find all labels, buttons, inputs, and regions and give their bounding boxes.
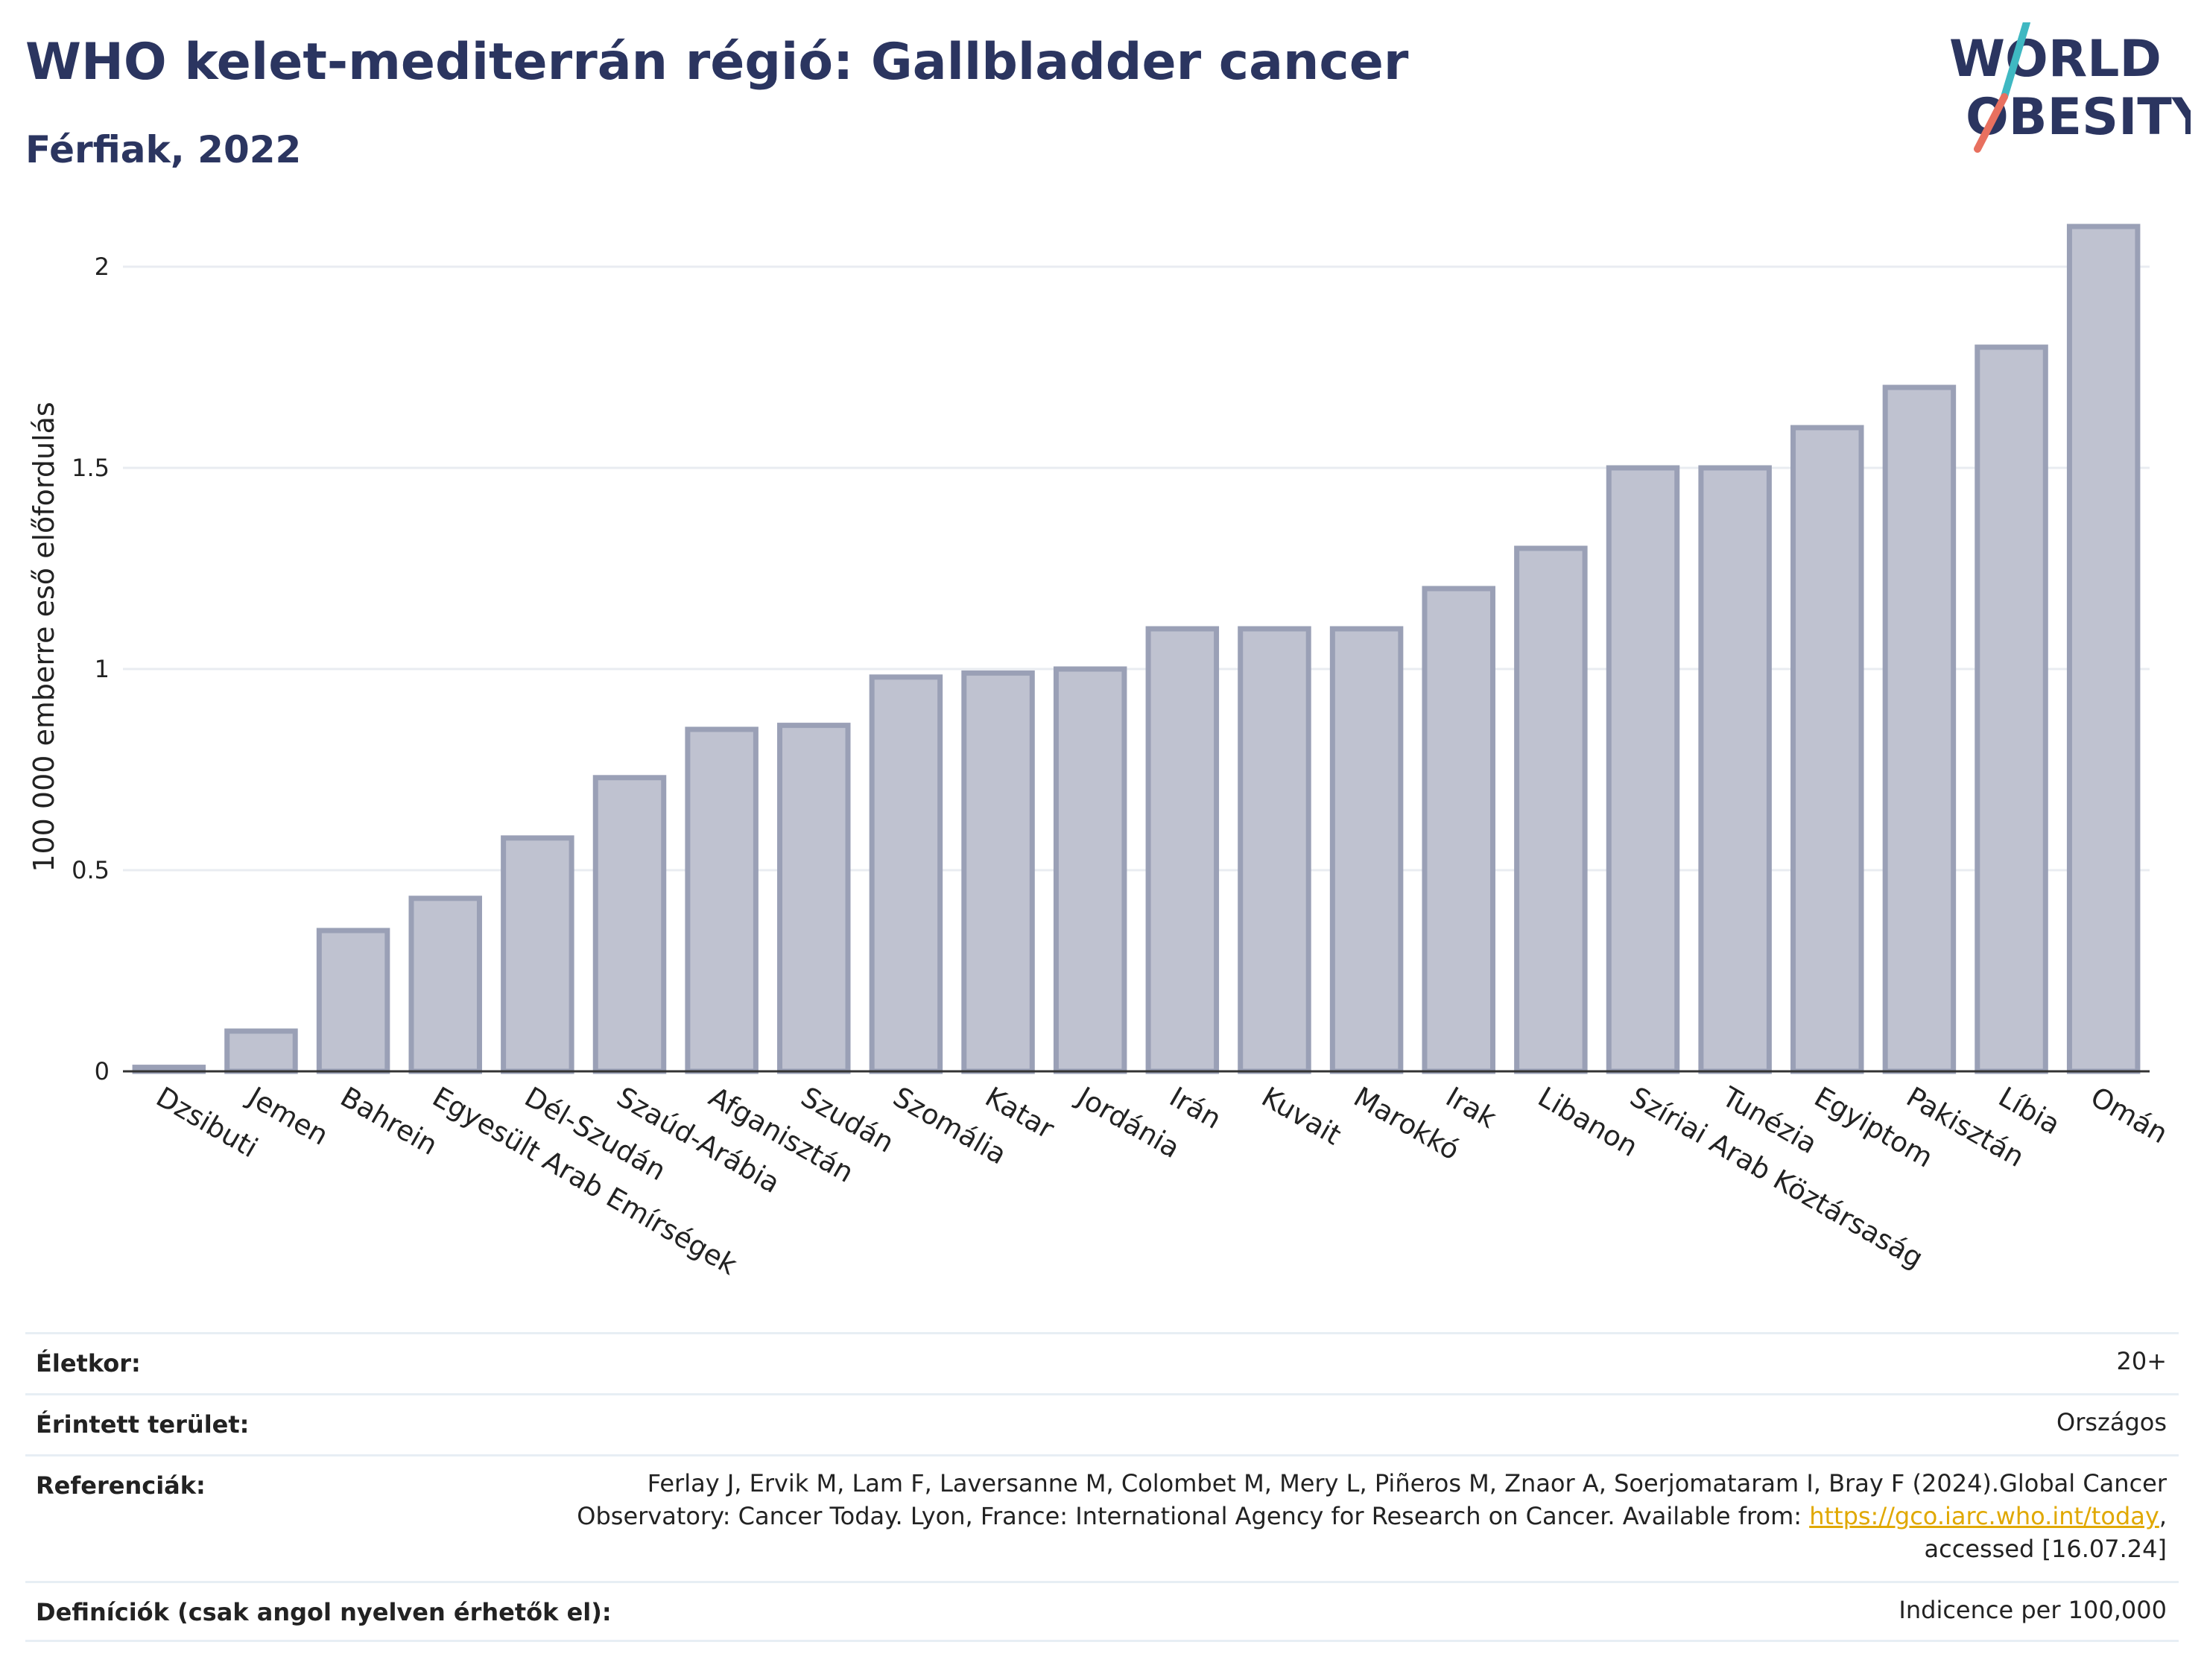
bar[interactable] [224,1028,298,1074]
x-tick-label: Jordánia [1071,1080,1185,1165]
bar[interactable] [1790,425,1864,1074]
bar[interactable] [1145,626,1220,1074]
y-tick-label: 1 [95,655,110,683]
bar[interactable] [1698,465,1772,1074]
logo-line1: WORLD [1949,30,2162,89]
x-tick-label: Bahrein [335,1081,443,1161]
bar[interactable] [1882,384,1957,1074]
y-tick-label: 1.5 [72,454,110,482]
info-row-age: Életkor: 20+ [25,1332,2179,1393]
x-tick-label: Irán [1164,1081,1226,1135]
logo-slash-top [2001,22,2030,101]
info-value-age: 20+ [2116,1347,2167,1375]
reference-text-1: Ferlay J, Ervik M, Lam F, Laversanne M, … [647,1469,2167,1497]
reference-text-3: accessed [16.07.24] [1924,1535,2167,1563]
bar[interactable] [685,726,759,1074]
bar[interactable] [1514,545,1588,1074]
reference-text-2: Observatory: Cancer Today. Lyon, France:… [577,1502,1810,1530]
reference-comma: , [2159,1502,2167,1530]
x-tick-label: Dzsibuti [151,1081,263,1164]
y-tick-label: 0.5 [72,856,110,884]
x-tick-label: Irak [1440,1081,1502,1135]
bar[interactable] [1329,626,1404,1074]
bar[interactable] [592,775,667,1074]
axes: 0 0.5 1 1.5 2 [72,253,2150,1085]
bar[interactable] [501,835,574,1074]
info-value-references: Ferlay J, Ervik M, Lam F, Laversanne M, … [577,1467,2167,1565]
info-key-references: Referenciák: [36,1471,206,1500]
logo-slash-bottom [1974,93,2008,153]
bar[interactable] [408,896,482,1074]
bar[interactable] [316,928,390,1074]
y-tick-label: 2 [95,253,110,281]
reference-link[interactable]: https://gco.iarc.who.int/today [1809,1502,2159,1530]
bar[interactable] [777,723,851,1074]
info-key-age: Életkor: [36,1349,141,1378]
world-obesity-logo: WORLD OBESITY [1949,22,2191,153]
info-key-area: Érintett terület: [36,1410,250,1439]
x-tick-label: Marokkó [1349,1081,1465,1167]
bar[interactable] [961,670,1035,1074]
bar[interactable] [1606,465,1680,1074]
info-value-area: Országos [2056,1408,2167,1436]
bars [132,224,2141,1074]
y-tick-label: 0 [95,1057,110,1085]
info-row-definitions: Definíciók (csak angol nyelven érhetők e… [25,1581,2179,1642]
chart-subtitle: Férfiak, 2022 [25,128,302,171]
y-axis-label: 100 000 emberre eső előfordulás [28,402,60,872]
info-value-definitions: Indicence per 100,000 [1899,1596,2167,1624]
bar[interactable] [1238,626,1311,1074]
bar[interactable] [1053,666,1127,1074]
info-row-references: Referenciák: Ferlay J, Ervik M, Lam F, L… [25,1454,2179,1581]
info-key-definitions: Definíciók (csak angol nyelven érhetők e… [36,1598,612,1626]
bar[interactable] [1975,344,2048,1074]
x-tick-label: Libanon [1533,1081,1643,1164]
bar[interactable] [869,674,943,1074]
info-table: Életkor: 20+ Érintett terület: Országos … [25,1332,2179,1642]
x-tick-label: Kuvait [1256,1081,1346,1152]
bar[interactable] [2066,224,2141,1074]
x-tick-label: Omán [2086,1081,2173,1150]
chart-title: WHO kelet-mediterrán régió: Gallbladder … [25,33,1409,92]
info-row-area: Érintett terület: Országos [25,1393,2179,1454]
bar[interactable] [1422,586,1495,1074]
